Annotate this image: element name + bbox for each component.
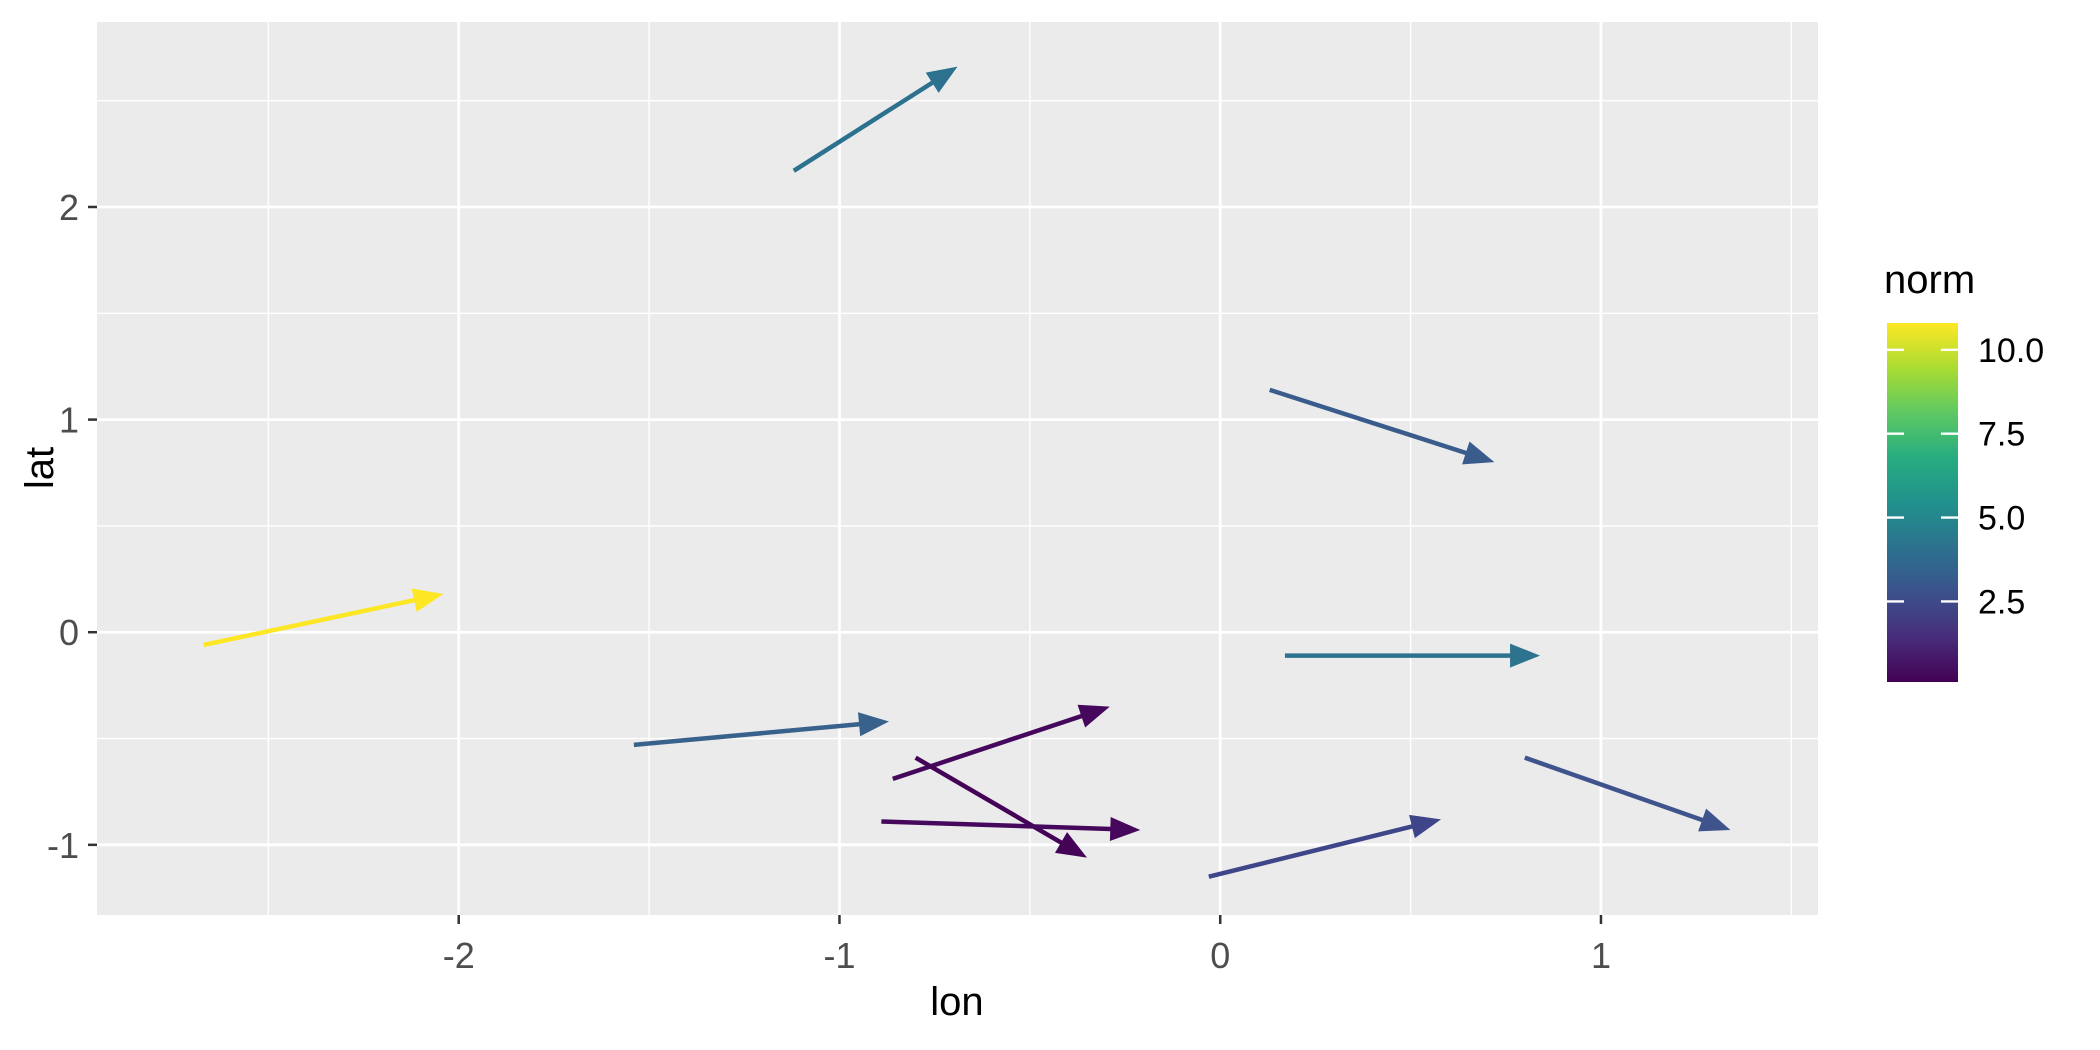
arrow-head [1462, 441, 1495, 465]
arrow-head [1409, 814, 1442, 839]
arrow-shaft [892, 711, 1090, 782]
y-tick-label: 2 [59, 187, 79, 228]
arrow-head [857, 712, 889, 737]
arrow-shaft [881, 819, 1119, 832]
arrow-head [1054, 832, 1087, 858]
y-axis-title: lat [18, 446, 62, 490]
arrow-shaft [1269, 387, 1475, 458]
x-axis-title: lon [930, 980, 984, 1024]
arrow-head [925, 66, 958, 93]
plot-panel [97, 22, 1818, 915]
arrow-shaft [203, 596, 423, 648]
arrow-shaft [1524, 755, 1711, 825]
legend-tick-label: 7.5 [1978, 416, 2025, 454]
legend-title: norm [1884, 258, 1976, 302]
arrow-head [1109, 816, 1141, 841]
legend-colorbar [1887, 323, 1958, 682]
legend-tick-label: 5.0 [1978, 500, 2025, 538]
arrow-shaft [1208, 822, 1421, 879]
x-tick-label: 0 [1210, 935, 1230, 976]
y-tick-label: -1 [47, 825, 79, 866]
legend-tick-label: 10.0 [1978, 332, 2044, 370]
arrow-head [1510, 643, 1541, 668]
x-tick-label: 1 [1591, 935, 1611, 976]
arrow-shaft [914, 755, 1070, 849]
arrow-shaft [633, 721, 868, 748]
x-tick-label: -2 [443, 935, 475, 976]
x-tick-label: -1 [823, 935, 855, 976]
y-tick-label: 0 [59, 612, 79, 653]
arrow-head [1698, 808, 1731, 832]
arrow-head [1077, 704, 1110, 728]
arrow-head [411, 588, 444, 612]
arrow-shaft [792, 76, 941, 173]
y-tick-label: 1 [59, 400, 79, 441]
legend-tick-label: 2.5 [1978, 583, 2025, 621]
